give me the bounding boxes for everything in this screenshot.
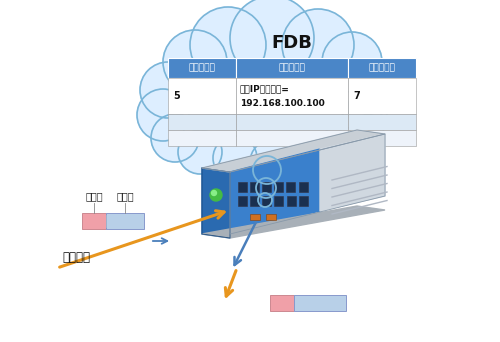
Text: 入力ポート: 入力ポート — [188, 64, 216, 73]
Circle shape — [213, 136, 257, 180]
Bar — [236, 78, 348, 114]
Bar — [82, 213, 106, 229]
Circle shape — [185, 80, 255, 150]
Circle shape — [348, 88, 388, 128]
Bar — [262, 196, 272, 206]
Circle shape — [212, 190, 216, 196]
Text: 192.168.100.100: 192.168.100.100 — [240, 100, 325, 108]
Circle shape — [282, 9, 354, 81]
Circle shape — [312, 72, 368, 128]
Bar — [274, 196, 283, 206]
Bar — [348, 58, 416, 78]
Bar — [262, 182, 271, 192]
Bar — [348, 130, 416, 146]
Circle shape — [137, 89, 189, 141]
Bar — [168, 130, 236, 146]
Circle shape — [225, 25, 315, 115]
Bar — [286, 182, 296, 192]
Text: ヘッダ: ヘッダ — [85, 191, 103, 201]
Bar — [236, 114, 348, 130]
Text: 出力ポート: 出力ポート — [368, 64, 396, 73]
Text: 5: 5 — [173, 91, 180, 101]
Bar — [236, 58, 348, 78]
Bar — [250, 214, 260, 220]
Bar — [238, 196, 247, 206]
Circle shape — [342, 62, 394, 114]
Polygon shape — [202, 130, 385, 172]
Bar — [298, 196, 308, 206]
Polygon shape — [320, 134, 385, 211]
Circle shape — [220, 70, 300, 150]
Polygon shape — [230, 149, 320, 234]
Bar — [294, 295, 346, 311]
Bar — [106, 213, 144, 229]
Circle shape — [157, 82, 213, 138]
Bar — [266, 214, 276, 220]
Text: 7: 7 — [353, 91, 360, 101]
Circle shape — [288, 136, 332, 180]
Text: 宛先IPアドレス=: 宛先IPアドレス= — [240, 84, 290, 93]
Text: データ: データ — [116, 191, 134, 201]
Circle shape — [230, 0, 314, 80]
Bar — [348, 78, 416, 114]
Bar — [236, 130, 348, 146]
Bar — [348, 114, 416, 130]
Circle shape — [163, 30, 227, 94]
Bar — [270, 295, 294, 311]
Text: パケット: パケット — [62, 251, 90, 264]
Circle shape — [140, 62, 196, 118]
Circle shape — [272, 40, 348, 116]
Bar — [250, 196, 259, 206]
Circle shape — [340, 103, 384, 147]
Circle shape — [190, 40, 270, 120]
Bar — [250, 182, 259, 192]
Bar — [286, 196, 296, 206]
Circle shape — [178, 130, 222, 174]
Polygon shape — [202, 206, 385, 238]
Polygon shape — [202, 168, 230, 238]
Bar — [274, 182, 283, 192]
Text: FDB: FDB — [272, 34, 312, 52]
Circle shape — [190, 7, 266, 83]
Bar — [298, 182, 308, 192]
Bar — [168, 58, 236, 78]
Circle shape — [210, 189, 222, 201]
Circle shape — [322, 32, 382, 92]
Text: ヘッダ情報: ヘッダ情報 — [278, 64, 305, 73]
Circle shape — [265, 80, 335, 150]
Bar — [238, 182, 247, 192]
Bar — [168, 114, 236, 130]
Bar — [168, 78, 236, 114]
Circle shape — [250, 140, 294, 184]
Circle shape — [151, 114, 199, 162]
Circle shape — [318, 126, 362, 170]
